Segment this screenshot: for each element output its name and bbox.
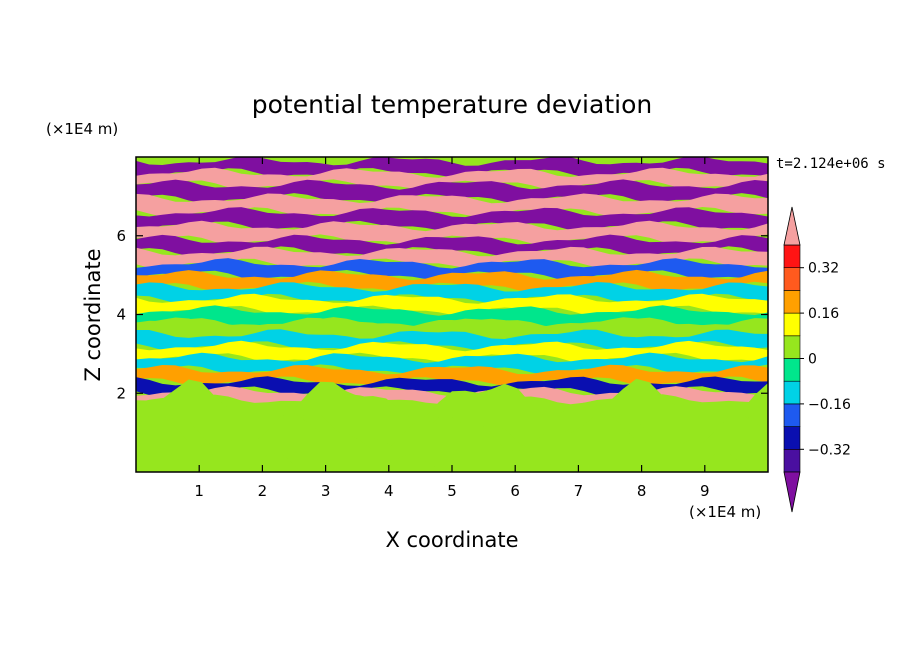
- field-band: [136, 329, 768, 351]
- x-unit-label: (×1E4 m): [689, 503, 761, 521]
- colorbar-extend-bottom: [783, 471, 801, 513]
- field-band: [136, 246, 768, 269]
- colorbar-extend-top: [783, 206, 801, 246]
- x-tick-label: 5: [447, 482, 457, 500]
- y-axis-label: Z coordinate: [81, 248, 105, 381]
- x-tick-label: 2: [258, 482, 268, 500]
- field-band: [136, 340, 768, 363]
- colorbar: 0.32 0.16 0 −0.16 −0.32: [783, 206, 851, 513]
- x-tick-label: 4: [384, 482, 394, 500]
- field-band: [136, 413, 768, 472]
- x-tick-label: 3: [321, 482, 331, 500]
- colorbar-segment: [783, 267, 801, 291]
- x-axis: 1 2 3 4 5 6 7 8 9: [194, 157, 710, 500]
- field-band: [136, 234, 768, 257]
- colorbar-tick-label: −0.32: [808, 442, 851, 458]
- colorbar-segment: [783, 335, 801, 359]
- field-band: [136, 207, 768, 231]
- field-band: [136, 258, 768, 281]
- y-unit-label: (×1E4 m): [46, 120, 118, 138]
- field-band: [136, 179, 768, 204]
- y-tick-label: 4: [116, 306, 126, 324]
- y-axis: 2 4 6: [116, 227, 768, 402]
- x-tick-label: 6: [510, 482, 520, 500]
- field-band: [136, 386, 768, 405]
- y-tick-label: 2: [116, 384, 126, 402]
- x-axis-label: X coordinate: [385, 528, 518, 552]
- colorbar-segment: [783, 244, 801, 269]
- field-band: [136, 293, 768, 316]
- field-band: [136, 317, 768, 340]
- colorbar-tick-label: 0: [808, 352, 817, 368]
- x-tick-label: 8: [637, 482, 647, 500]
- colorbar-segment: [783, 448, 801, 473]
- colorbar-tick-label: −0.16: [808, 397, 851, 413]
- field-band: [136, 378, 768, 453]
- field-band: [136, 269, 768, 293]
- x-tick-label: 9: [700, 482, 710, 500]
- colorbar-tick-label: 0.32: [808, 261, 839, 277]
- time-label: t=2.124e+06 s: [776, 156, 886, 172]
- colorbar-segment: [783, 426, 801, 450]
- field-band: [136, 157, 768, 178]
- chart-title: potential temperature deviation: [252, 90, 652, 119]
- plot-area: [136, 157, 768, 472]
- field-band: [136, 364, 768, 387]
- field-band: [136, 282, 768, 304]
- y-tick-label: 6: [116, 227, 126, 245]
- colorbar-segment: [783, 403, 801, 427]
- field-band: [136, 193, 768, 218]
- colorbar-segment: [783, 380, 801, 405]
- x-tick-label: 7: [574, 482, 584, 500]
- field-band: [136, 376, 768, 397]
- x-tick-label: 1: [194, 482, 204, 500]
- colorbar-segment: [783, 312, 801, 337]
- colorbar-segment: [783, 290, 801, 314]
- colorbar-tick-label: 0.16: [808, 306, 839, 322]
- colorbar-segment: [783, 358, 801, 382]
